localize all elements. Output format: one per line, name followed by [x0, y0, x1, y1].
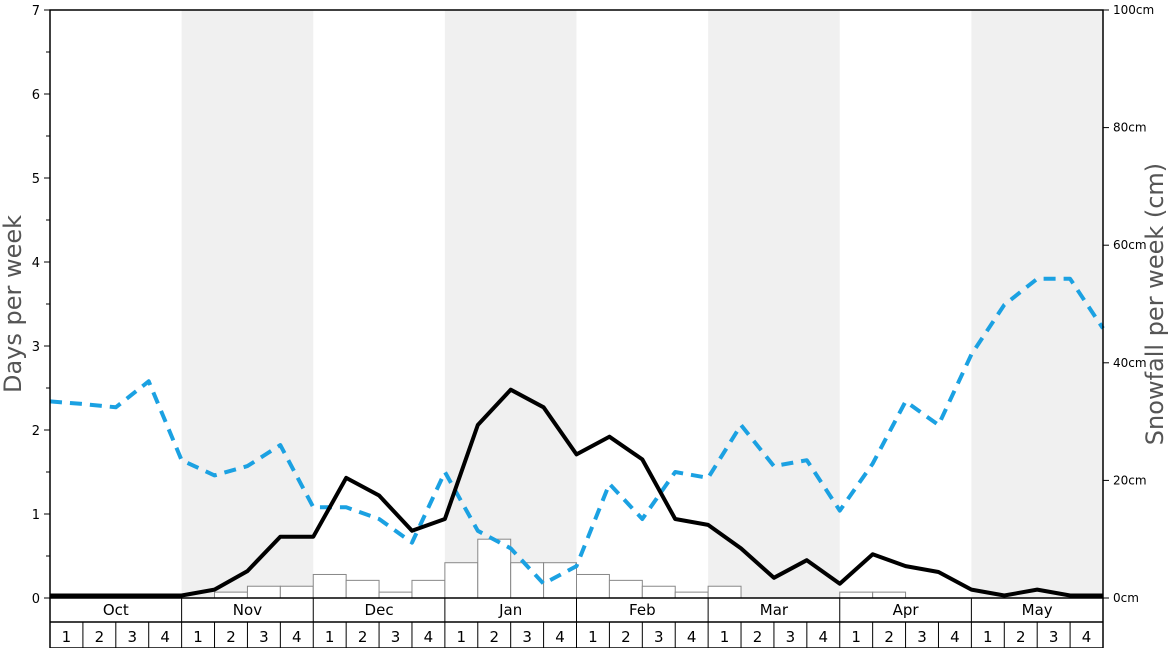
snowfall-bar	[608, 579, 643, 599]
dashed-series	[49, 276, 1105, 586]
week-label: 3	[1049, 628, 1059, 646]
left-tick-label: 5	[32, 172, 40, 187]
days-series	[50, 387, 1103, 598]
days-line	[50, 387, 1103, 598]
week-label: 3	[127, 628, 137, 646]
month-row: Oct Nov Dec Jan Feb Mar Apr May	[49, 598, 1104, 648]
week-label: 4	[1082, 628, 1092, 646]
week-row: 1 2 3 4 1 2 3 4 1 2 3 4 1 2 3 4 1 2 3 4 1 2 3 4 1 2 3 4 1 2 3 4	[62, 622, 1092, 648]
week-label: 4	[160, 628, 170, 646]
month-band	[708, 10, 840, 598]
month-bands	[181, 10, 1103, 598]
month-band	[444, 10, 577, 598]
week-label: 4	[292, 628, 302, 646]
week-label: 2	[489, 628, 499, 646]
right-tick-label: 40cm	[1113, 356, 1147, 370]
month-label: Dec	[365, 601, 394, 619]
snowfall-bar	[641, 585, 676, 599]
snowfall-bar	[279, 585, 314, 599]
right-tick-label: 20cm	[1113, 473, 1147, 487]
month-label: Apr	[893, 601, 920, 619]
snowfall-bar	[214, 591, 248, 599]
left-tick-label: 6	[32, 88, 40, 103]
week-label: 1	[325, 628, 335, 646]
week-label: 3	[654, 628, 664, 646]
week-label: 2	[1016, 628, 1026, 646]
month-label: Nov	[233, 601, 262, 619]
week-label: 3	[917, 628, 927, 646]
left-tick-label: 3	[32, 340, 40, 355]
week-label: 4	[424, 628, 434, 646]
week-label: 4	[950, 628, 960, 646]
week-label: 2	[95, 628, 105, 646]
week-label: 2	[621, 628, 631, 646]
left-tick-label: 7	[32, 4, 40, 19]
week-label: 3	[259, 628, 269, 646]
snowfall-bar	[444, 562, 479, 599]
week-label: 1	[457, 628, 467, 646]
left-tick-label: 0	[32, 592, 40, 607]
month-label: May	[1022, 601, 1053, 619]
snowfall-bar	[872, 591, 907, 599]
dashed-line	[49, 276, 1105, 586]
week-label: 2	[884, 628, 894, 646]
left-tick-label: 4	[32, 256, 40, 271]
month-label: Jan	[498, 601, 522, 619]
snowfall-bar	[246, 585, 281, 599]
snowfall-bar	[707, 585, 742, 599]
snowfall-bar	[576, 573, 610, 599]
right-axis: 0cm 20cm 40cm 60cm 80cm 100cm	[1103, 3, 1154, 605]
snowfall-bar	[411, 579, 446, 599]
left-tick-label: 1	[32, 508, 40, 523]
snowfall-bar	[312, 573, 347, 599]
right-tick-label: 80cm	[1113, 121, 1147, 135]
week-label: 1	[720, 628, 730, 646]
week-label: 1	[588, 628, 598, 646]
month-band	[181, 10, 314, 598]
week-label: 3	[391, 628, 401, 646]
month-label: Oct	[103, 601, 129, 619]
right-axis-title: Snowfall per week (cm)	[1141, 163, 1168, 445]
week-label: 1	[62, 628, 72, 646]
week-label: 2	[753, 628, 763, 646]
right-tick-label: 0cm	[1113, 591, 1139, 605]
week-label: 4	[819, 628, 829, 646]
snowfall-bar	[839, 591, 874, 599]
week-label: 3	[786, 628, 796, 646]
snowfall-bar	[345, 579, 380, 599]
snowfall-bar	[674, 591, 709, 599]
right-tick-label: 100cm	[1113, 3, 1154, 17]
snowfall-bar	[477, 538, 512, 599]
right-tick-label: 60cm	[1113, 238, 1147, 252]
week-label: 2	[226, 628, 236, 646]
week-label: 4	[687, 628, 697, 646]
week-label: 1	[193, 628, 203, 646]
week-label: 2	[358, 628, 368, 646]
left-axis: 0 1 2 3 4 5 6 7	[32, 4, 50, 607]
week-label: 1	[851, 628, 861, 646]
left-tick-label: 2	[32, 424, 40, 439]
month-label: Mar	[760, 601, 789, 619]
month-band	[971, 10, 1103, 598]
snowfall-bar	[378, 591, 413, 599]
week-label: 4	[555, 628, 565, 646]
week-label: 1	[983, 628, 993, 646]
week-label: 3	[522, 628, 532, 646]
month-label: Feb	[629, 601, 656, 619]
left-axis-title: Days per week	[0, 215, 27, 393]
